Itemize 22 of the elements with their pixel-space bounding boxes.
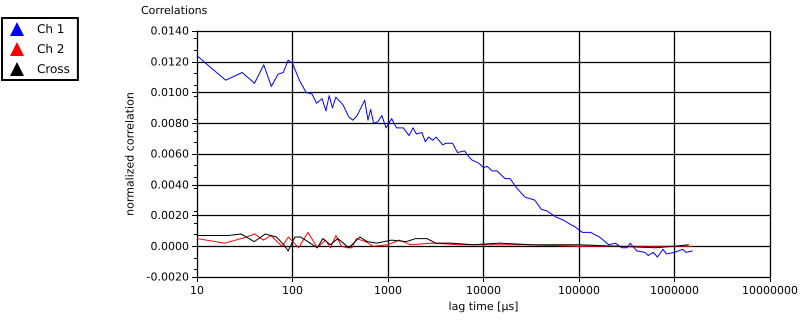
x-axis-title: lag time [µs] <box>448 300 518 313</box>
x-tick-label: 10 <box>190 284 204 297</box>
x-tick-label: 100000 <box>558 284 600 297</box>
y-tick-label: 0.0080 <box>150 116 189 130</box>
y-tick-label: 0.0040 <box>150 178 189 192</box>
x-tick-label: 1000 <box>374 284 402 297</box>
chart-title: Correlations <box>141 4 208 17</box>
y-tick-label: 0.0060 <box>150 148 189 160</box>
y-tick-label: 0.0100 <box>150 86 189 99</box>
x-tick-label: 1000000 <box>650 284 700 297</box>
x-tick-label: 100 <box>282 284 303 297</box>
x-tick-label: 10000 <box>466 284 502 297</box>
legend-label: Cross <box>37 62 70 76</box>
y-tick-label: 0.0000 <box>150 240 189 253</box>
legend-label: Ch 1 <box>37 22 64 36</box>
y-axis-title: normalized correlation <box>124 92 137 216</box>
legend-label: Ch 2 <box>37 42 64 56</box>
y-tick-label: 0.0020 <box>150 209 189 222</box>
y-tick-label: -0.0020 <box>146 270 189 284</box>
x-tick-label: 10000000 <box>742 284 798 297</box>
y-tick-label: 0.0120 <box>150 55 189 68</box>
y-tick-label: 0.0140 <box>150 24 189 38</box>
